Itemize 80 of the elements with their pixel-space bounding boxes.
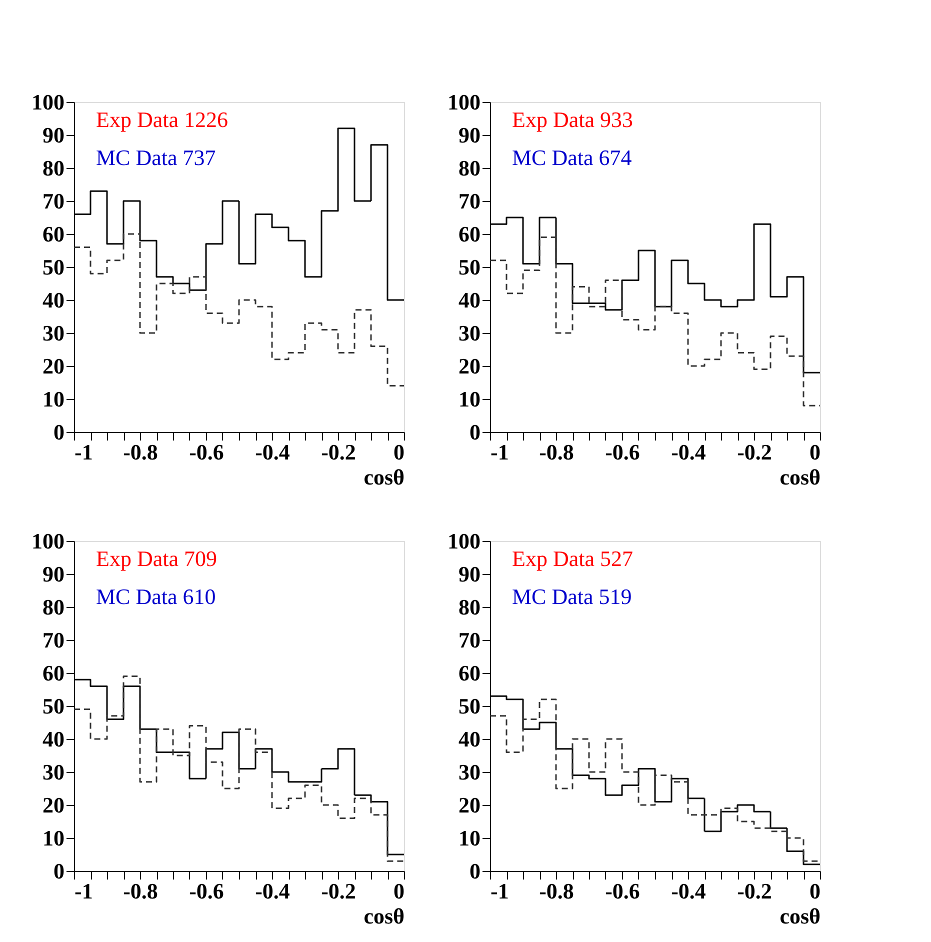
x-tick-label: -0.2 <box>321 878 356 904</box>
y-tick-label: 70 <box>458 188 480 214</box>
annotation: Exp Data 1226 <box>96 107 228 132</box>
y-tick-label: 90 <box>42 562 64 586</box>
y-tick-label: 80 <box>458 594 480 620</box>
annotation: Exp Data 709 <box>96 546 217 571</box>
x-axis-title: cosθ <box>364 904 404 928</box>
annotation: Exp Data 527 <box>512 546 633 571</box>
annotation: MC Data 737 <box>96 145 216 170</box>
y-tick-label: 80 <box>42 594 64 620</box>
y-tick-label: 20 <box>42 354 64 378</box>
y-tick-label: 30 <box>42 320 64 346</box>
y-tick-label: 40 <box>458 288 480 312</box>
y-tick-label: 70 <box>42 188 64 214</box>
x-tick-label: -1 <box>74 878 93 904</box>
x-tick-label: -0.8 <box>123 440 158 464</box>
y-tick-label: 30 <box>42 760 64 784</box>
x-tick-label: -0.4 <box>671 878 706 904</box>
y-tick-label: 40 <box>458 726 480 752</box>
y-tick-label: 30 <box>458 320 480 346</box>
x-tick-label: -1 <box>490 878 509 904</box>
y-tick-label: 100 <box>448 90 480 114</box>
y-tick-label: 20 <box>42 792 64 818</box>
y-tick-label: 40 <box>42 288 64 312</box>
x-tick-label: 0 <box>394 878 404 904</box>
x-tick-label: -0.6 <box>189 878 224 904</box>
annotation: MC Data 519 <box>512 584 632 609</box>
x-axis-title: cosθ <box>364 464 404 490</box>
y-tick-label: 90 <box>42 122 64 148</box>
x-tick-label: 0 <box>394 440 404 464</box>
y-tick-label: 40 <box>42 726 64 752</box>
y-tick-label: 10 <box>458 386 480 412</box>
y-tick-label: 50 <box>458 254 480 280</box>
y-tick-label: 80 <box>458 156 480 180</box>
y-tick-label: 60 <box>458 660 480 686</box>
y-tick-label: 50 <box>458 694 480 718</box>
y-tick-label: 20 <box>458 792 480 818</box>
y-tick-label: 70 <box>458 628 480 652</box>
x-axis-title: cosθ <box>780 904 820 928</box>
y-tick-label: 0 <box>470 858 480 884</box>
y-tick-label: 0 <box>470 420 480 444</box>
x-tick-label: 0 <box>810 878 820 904</box>
y-tick-label: 80 <box>42 156 64 180</box>
annotation: Exp Data 933 <box>512 107 633 132</box>
y-tick-label: 90 <box>458 562 480 586</box>
y-tick-label: 10 <box>42 386 64 412</box>
y-tick-label: 30 <box>458 760 480 784</box>
x-tick-label: -0.6 <box>605 440 640 464</box>
y-tick-label: 10 <box>42 826 64 850</box>
x-tick-label: -1 <box>490 440 509 464</box>
x-tick-label: -0.2 <box>737 878 772 904</box>
x-tick-label: -1 <box>74 440 93 464</box>
y-tick-label: 60 <box>458 222 480 246</box>
y-tick-label: 100 <box>32 90 64 114</box>
y-tick-label: 0 <box>54 420 64 444</box>
x-tick-label: -0.4 <box>255 440 290 464</box>
annotation: MC Data 610 <box>96 584 216 609</box>
x-tick-label: -0.8 <box>539 440 574 464</box>
annotation: MC Data 674 <box>512 145 632 170</box>
x-tick-label: -0.2 <box>321 440 356 464</box>
y-tick-label: 100 <box>448 528 480 554</box>
x-tick-label: 0 <box>810 440 820 464</box>
y-tick-label: 50 <box>42 254 64 280</box>
y-tick-label: 0 <box>54 858 64 884</box>
x-tick-label: -0.2 <box>737 440 772 464</box>
x-axis-title: cosθ <box>780 464 820 490</box>
y-tick-label: 60 <box>42 222 64 246</box>
x-tick-label: -0.6 <box>605 878 640 904</box>
y-tick-label: 90 <box>458 122 480 148</box>
x-tick-label: -0.8 <box>123 878 158 904</box>
y-tick-label: 20 <box>458 354 480 378</box>
y-tick-label: 100 <box>32 528 64 554</box>
y-tick-label: 50 <box>42 694 64 718</box>
y-tick-label: 70 <box>42 628 64 652</box>
x-tick-label: -0.8 <box>539 878 574 904</box>
x-tick-label: -0.6 <box>189 440 224 464</box>
x-tick-label: -0.4 <box>671 440 706 464</box>
y-tick-label: 10 <box>458 826 480 850</box>
x-tick-label: -0.4 <box>255 878 290 904</box>
y-tick-label: 60 <box>42 660 64 686</box>
